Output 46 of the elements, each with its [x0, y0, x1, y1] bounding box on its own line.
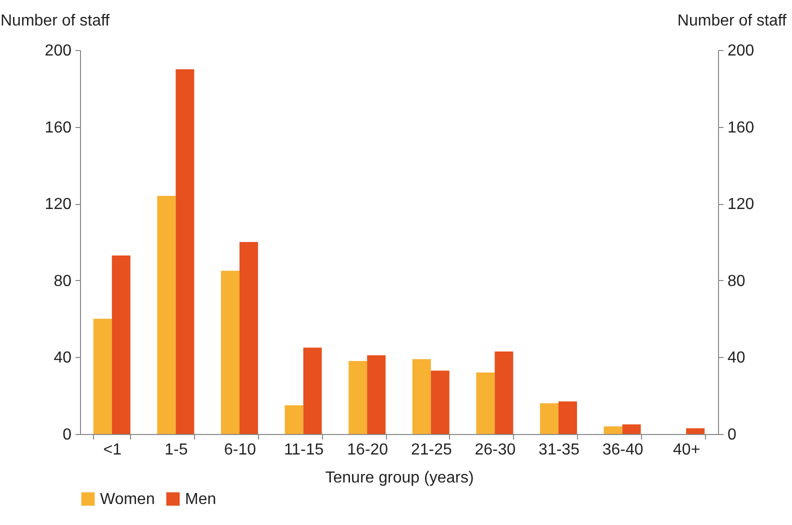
bar	[112, 255, 130, 434]
bar	[348, 361, 368, 434]
bar	[157, 196, 176, 434]
legend-label: Women	[100, 491, 155, 508]
bar	[430, 370, 450, 434]
y-tick-label: 200	[44, 42, 72, 60]
legend-label: Men	[185, 491, 216, 508]
bar	[540, 403, 558, 434]
bar	[686, 428, 705, 434]
bar	[221, 270, 240, 434]
bar	[558, 401, 577, 434]
y2-tick-label: 160	[728, 119, 754, 136]
y-tick-label: 40	[54, 350, 72, 367]
x-tick-label: 26-30	[474, 442, 516, 458]
bar	[176, 69, 194, 434]
y-tick-label: 80	[54, 272, 72, 290]
bar	[476, 372, 495, 434]
y2-tick-label: 80	[728, 272, 746, 290]
x-tick-label: 40+	[673, 442, 700, 458]
bar	[604, 426, 622, 434]
bar	[93, 318, 112, 434]
x-tick-label: 16-20	[347, 442, 388, 458]
y-tick-label: 120	[44, 196, 72, 214]
y2-tick-label: 120	[728, 196, 754, 214]
bar	[303, 348, 322, 434]
x-tick-label: 6-10	[224, 442, 256, 458]
x-axis-title: Tenure group (years)	[325, 470, 474, 486]
y-tick-label: 160	[44, 119, 72, 136]
bar	[240, 242, 258, 434]
y-axis-title: Number of staff	[0, 12, 110, 30]
x-tick-label: 36-40	[602, 442, 644, 458]
x-tick-label: 31-35	[538, 442, 580, 458]
x-tick-label: 1-5	[164, 442, 188, 458]
x-tick-label: 21-25	[410, 442, 452, 458]
bar	[284, 405, 304, 434]
y2-tick-label: 200	[728, 42, 754, 60]
y2-axis-title: Number of staff	[677, 12, 788, 30]
x-tick-label: 11-15	[284, 442, 324, 458]
y-tick-label: 0	[62, 426, 72, 444]
bar	[367, 355, 386, 434]
y2-tick-label: 40	[728, 350, 746, 367]
bar	[622, 424, 641, 434]
bar	[494, 351, 514, 434]
bar	[412, 359, 431, 434]
y2-tick-label: 0	[728, 426, 736, 444]
x-tick-label: <1	[103, 442, 122, 458]
